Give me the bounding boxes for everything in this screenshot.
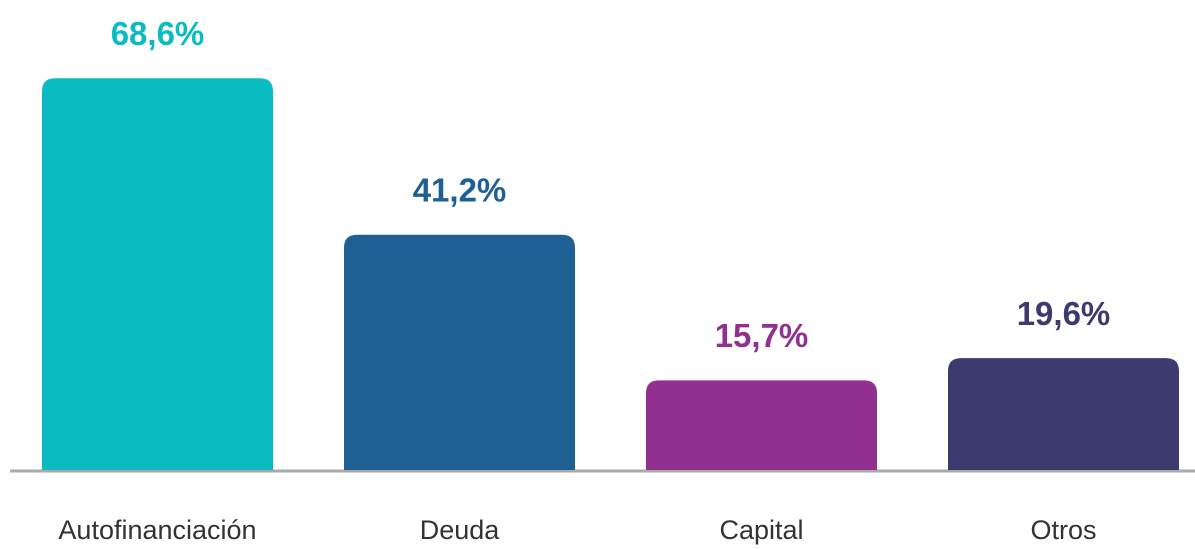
value-label: 68,6% bbox=[111, 15, 205, 52]
x-tick-label: Autofinanciación bbox=[58, 515, 256, 545]
bar bbox=[344, 234, 575, 470]
value-label: 19,6% bbox=[1017, 295, 1111, 332]
bar bbox=[948, 358, 1179, 470]
x-tick-label: Otros bbox=[1030, 515, 1096, 545]
x-tick-label: Capital bbox=[719, 515, 803, 545]
bar bbox=[42, 78, 273, 470]
x-tick-label: Deuda bbox=[420, 515, 501, 545]
value-label: 41,2% bbox=[413, 171, 507, 208]
bar bbox=[646, 380, 877, 470]
value-label: 15,7% bbox=[715, 317, 809, 354]
